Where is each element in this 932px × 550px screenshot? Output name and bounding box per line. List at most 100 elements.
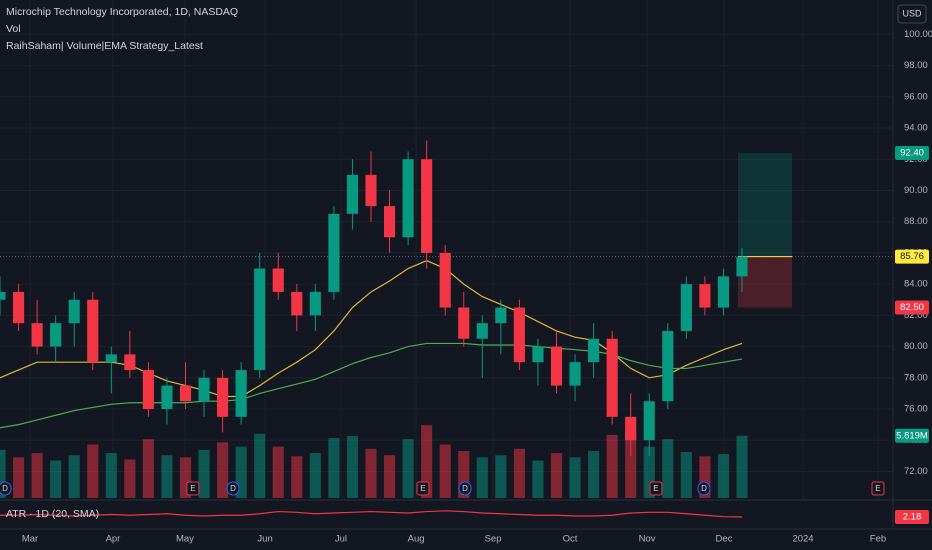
event-label: D bbox=[230, 484, 236, 493]
candle-body bbox=[217, 377, 229, 417]
price-tag-label: 92.40 bbox=[900, 148, 924, 159]
candle-body bbox=[198, 377, 210, 402]
atr-line bbox=[0, 510, 743, 518]
x-tick-label: Jun bbox=[257, 534, 272, 545]
volume-bar bbox=[383, 455, 396, 498]
event-marker bbox=[226, 481, 240, 496]
volume-bar bbox=[68, 455, 80, 498]
candle-body bbox=[402, 159, 414, 238]
x-tick-label: Oct bbox=[563, 534, 578, 545]
ema-line bbox=[0, 342, 743, 429]
currency-button[interactable] bbox=[897, 4, 927, 24]
price-tag bbox=[895, 300, 929, 315]
volume-bar bbox=[0, 449, 6, 498]
candle-body bbox=[569, 362, 581, 386]
volume-bar bbox=[643, 446, 655, 498]
candle-body bbox=[31, 323, 43, 347]
candle-body bbox=[736, 256, 748, 277]
volume-bar bbox=[569, 457, 581, 498]
event-label: E bbox=[190, 484, 195, 493]
x-tick-label: Mar bbox=[22, 534, 38, 545]
candle-body bbox=[699, 284, 711, 308]
volume-bar bbox=[736, 435, 748, 498]
price-tag bbox=[895, 510, 929, 524]
event-marker bbox=[871, 481, 885, 496]
volume-bar bbox=[365, 448, 377, 498]
volume-bar bbox=[495, 455, 507, 498]
volume-bar bbox=[12, 457, 25, 498]
volume-bar bbox=[31, 453, 43, 498]
event-marker bbox=[649, 481, 663, 496]
atr-legend: ATR · 1D (20, SMA) bbox=[6, 508, 99, 520]
candle-body bbox=[717, 276, 730, 308]
volume-bar bbox=[439, 444, 451, 498]
event-marker bbox=[416, 481, 430, 496]
volume-bar bbox=[235, 446, 247, 498]
candle-body bbox=[291, 291, 303, 316]
y-tick-label: 82.00 bbox=[904, 310, 928, 321]
volume-bar bbox=[625, 431, 637, 498]
plot-area bbox=[0, 0, 893, 518]
volume-bar bbox=[606, 434, 618, 498]
volume-legend: Vol bbox=[6, 23, 21, 35]
candle-body bbox=[254, 268, 266, 370]
x-tick-label: Feb bbox=[870, 534, 886, 545]
candle-body bbox=[476, 323, 488, 339]
y-tick-label: 80.00 bbox=[904, 341, 928, 352]
candle-body bbox=[365, 174, 377, 207]
candle-body bbox=[680, 284, 692, 331]
volume-bar bbox=[680, 451, 692, 498]
volume-bar bbox=[198, 449, 210, 498]
event-marker bbox=[697, 481, 711, 496]
volume-bar bbox=[717, 454, 730, 498]
candle-body bbox=[161, 385, 173, 410]
candle-body bbox=[383, 206, 396, 238]
volume-bar bbox=[550, 453, 563, 498]
candle-body bbox=[346, 174, 359, 214]
y-tick-label: 98.00 bbox=[904, 60, 928, 71]
volume-bar bbox=[532, 460, 544, 498]
candle-body bbox=[328, 213, 340, 292]
ema-line bbox=[0, 260, 743, 398]
candle-body bbox=[179, 385, 192, 402]
event-label: E bbox=[875, 484, 880, 493]
x-tick-label: Sep bbox=[485, 534, 502, 545]
volume-bar bbox=[402, 439, 414, 498]
y-tick-label: 78.00 bbox=[904, 372, 928, 383]
volume-bar bbox=[50, 460, 62, 498]
chart-title: Microchip Technology Incorporated, 1D, N… bbox=[6, 6, 238, 18]
price-tag-label: 82.50 bbox=[900, 302, 924, 313]
currency[interactable]: USD bbox=[902, 8, 922, 18]
candle-body bbox=[439, 252, 451, 308]
volume-bar bbox=[291, 456, 303, 498]
candle-body bbox=[235, 369, 247, 417]
event-marker bbox=[0, 481, 12, 496]
price-tag-label: 85.76 bbox=[900, 251, 924, 262]
volume-bar bbox=[328, 438, 340, 498]
y-tick-label: 100.00 bbox=[904, 29, 932, 40]
event-label: D bbox=[701, 484, 707, 493]
event-label: D bbox=[2, 484, 8, 493]
candle-body bbox=[588, 338, 600, 363]
volume-bar bbox=[179, 457, 192, 498]
x-tick-label: May bbox=[176, 534, 194, 545]
y-tick-label: 72.00 bbox=[904, 466, 928, 477]
candle-body bbox=[606, 338, 618, 417]
x-tick-label: Apr bbox=[106, 534, 121, 545]
volume-bar bbox=[476, 457, 488, 498]
x-tick-label: Nov bbox=[639, 534, 656, 545]
volume-bar bbox=[254, 433, 266, 498]
price-tag bbox=[895, 428, 929, 443]
volume-bar bbox=[458, 450, 470, 498]
event-marker bbox=[186, 481, 200, 496]
volume-bar bbox=[124, 459, 136, 498]
event-label: D bbox=[462, 484, 468, 493]
volume-bar bbox=[217, 442, 229, 498]
volume-bar bbox=[87, 444, 99, 498]
volume-bar bbox=[588, 450, 600, 498]
y-tick-label: 76.00 bbox=[904, 404, 928, 415]
x-tick-label: Dec bbox=[716, 534, 733, 545]
candle-body bbox=[550, 346, 563, 386]
candle-body bbox=[50, 323, 62, 347]
